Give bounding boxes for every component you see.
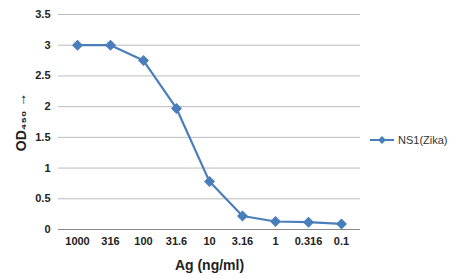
svg-text:1: 1 <box>44 162 50 174</box>
svg-text:1.5: 1.5 <box>35 131 50 143</box>
html-text:NS1(Zika): NS1(Zika) <box>398 133 448 146</box>
svg-text:31.6: 31.6 <box>166 235 187 247</box>
svg-text:2.5: 2.5 <box>35 69 50 81</box>
svg-text:0.316: 0.316 <box>295 235 323 247</box>
svg-text:100: 100 <box>134 235 152 247</box>
svg-text:0: 0 <box>44 223 50 235</box>
svg-text:0.1: 0.1 <box>334 235 349 247</box>
svg-text:1: 1 <box>272 235 278 247</box>
svg-text:Ag (ng/ml): Ag (ng/ml) <box>175 257 244 273</box>
svg-text:1000: 1000 <box>65 235 89 247</box>
svg-text:3.16: 3.16 <box>232 235 253 247</box>
svg-text:10: 10 <box>203 235 215 247</box>
svg-text:3.5: 3.5 <box>35 8 50 20</box>
svg-text:2: 2 <box>44 100 50 112</box>
svg-text:316: 316 <box>101 235 119 247</box>
svg-text:OD₄₅₀ →: OD₄₅₀ → <box>13 93 29 151</box>
svg-text:3: 3 <box>44 39 50 51</box>
svg-text:0.5: 0.5 <box>35 192 50 204</box>
